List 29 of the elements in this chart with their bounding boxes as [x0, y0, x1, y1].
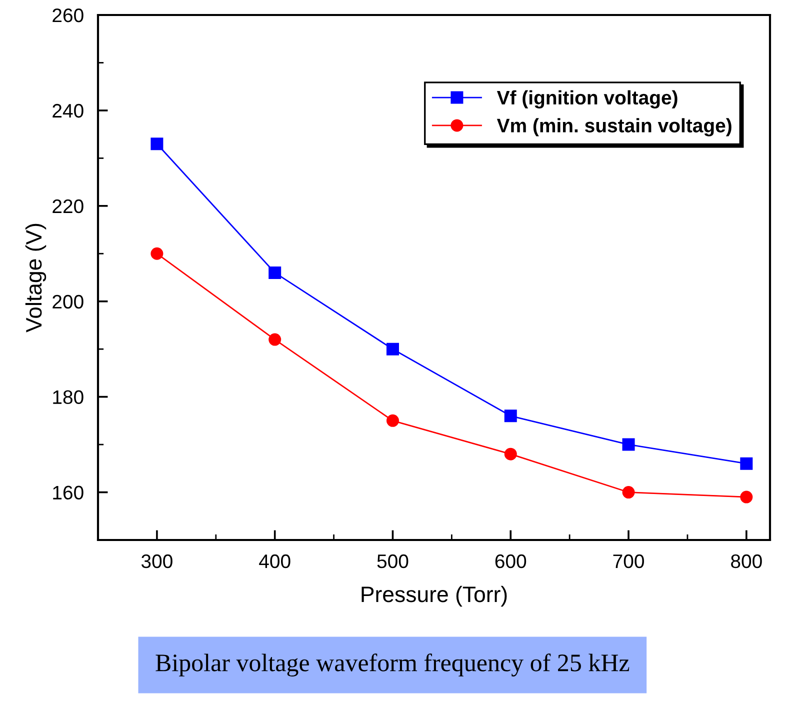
y-tick-label: 160 — [53, 486, 84, 500]
legend-label: Vf (ignition voltage) — [496, 90, 678, 108]
x-tick-label: 400 — [259, 554, 290, 568]
x-tick-label: 600 — [495, 554, 526, 568]
point — [386, 414, 399, 427]
y-tick-label: 220 — [52, 199, 84, 214]
x-tick-label: 300 — [141, 554, 172, 568]
point — [268, 266, 282, 279]
x-axis-title: Pressure (Torr) — [362, 586, 507, 607]
y-tick-label: 260 — [52, 8, 84, 22]
y-tick-label: 200 — [52, 294, 84, 309]
y-tick-label: 180 — [53, 390, 84, 404]
x-tick-label: 700 — [613, 554, 644, 568]
point — [386, 342, 399, 356]
y-tick-label: 240 — [52, 104, 84, 118]
point — [504, 410, 517, 422]
point — [622, 486, 635, 499]
point — [150, 247, 164, 260]
point — [740, 490, 753, 504]
point — [268, 333, 282, 346]
x-tick-label: 500 — [377, 554, 408, 568]
text: Bipolar voltage waveform frequency of 25 kHz — [156, 654, 630, 676]
point — [740, 457, 753, 470]
y-axis-title: Voltage (V) — [25, 224, 46, 332]
x-tick-label: 800 — [731, 554, 762, 568]
legend-label: Vm (min. sustain voltage) — [496, 118, 732, 136]
point — [622, 438, 635, 451]
point — [504, 448, 517, 460]
point — [150, 138, 164, 150]
